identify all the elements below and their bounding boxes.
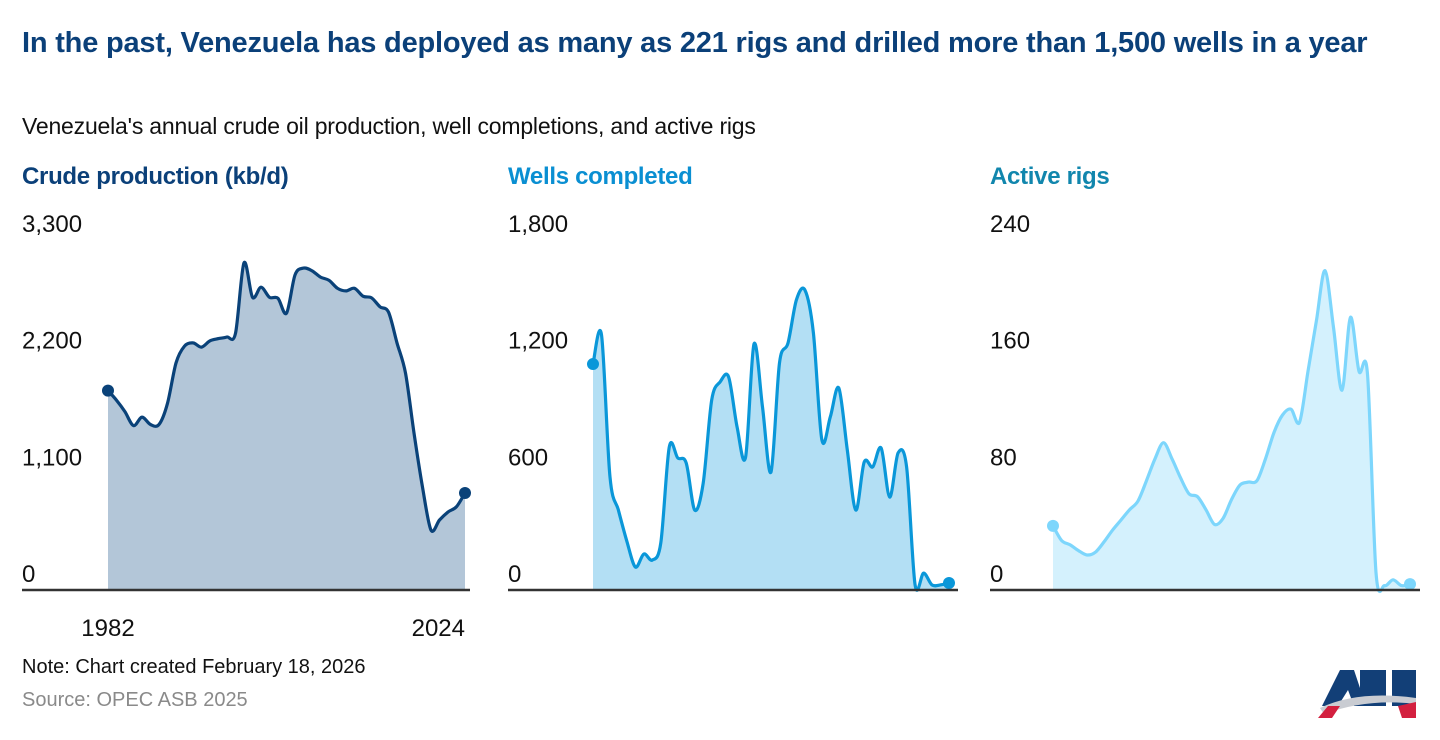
panel-title-wells-completed: Wells completed	[508, 163, 693, 190]
y-tick-label: 600	[508, 444, 548, 471]
y-tick-label: 0	[22, 561, 35, 588]
api-logo	[1318, 670, 1416, 718]
series-line	[1051, 268, 1411, 593]
series-line	[106, 260, 467, 533]
chart-title: In the past, Venezuela has deployed as m…	[22, 27, 1368, 59]
panel-title-crude-production: Crude production (kb/d)	[22, 163, 289, 190]
x-tick-label: 1982	[81, 615, 134, 642]
start-point-marker	[587, 358, 599, 371]
chart-note: Note: Chart created February 18, 2026	[22, 656, 366, 678]
chart-source: Source: OPEC ASB 2025	[22, 689, 248, 711]
y-tick-label: 1,800	[508, 211, 568, 238]
x-tick-label: 2024	[412, 615, 465, 642]
area-fill	[593, 288, 949, 591]
area-fill	[108, 262, 465, 590]
start-point-marker	[102, 384, 114, 397]
end-point-marker	[943, 577, 955, 589]
end-point-marker	[1404, 578, 1416, 591]
end-point-marker	[459, 486, 471, 499]
panel-title-active-rigs: Active rigs	[990, 163, 1110, 190]
y-tick-label: 3,300	[22, 211, 82, 238]
chart-panel-0: 0 1,100 2,200 3,300 1982 2024	[22, 211, 471, 642]
y-tick-label: 1,100	[22, 444, 82, 471]
series-line	[591, 286, 950, 592]
start-point-marker	[1047, 519, 1059, 532]
y-tick-label: 160	[990, 328, 1030, 355]
y-tick-label: 80	[990, 444, 1017, 471]
y-tick-label: 0	[508, 561, 521, 588]
area-fill	[1053, 270, 1410, 592]
y-tick-label: 1,200	[508, 328, 568, 355]
chart-panel-2: 0 80 160 240	[990, 211, 1420, 593]
chart-subtitle: Venezuela's annual crude oil production,…	[22, 113, 756, 139]
y-tick-label: 0	[990, 561, 1003, 588]
chart-panel-1: 0 600 1,200 1,800	[508, 211, 958, 592]
y-tick-label: 240	[990, 211, 1030, 238]
y-tick-label: 2,200	[22, 328, 82, 355]
